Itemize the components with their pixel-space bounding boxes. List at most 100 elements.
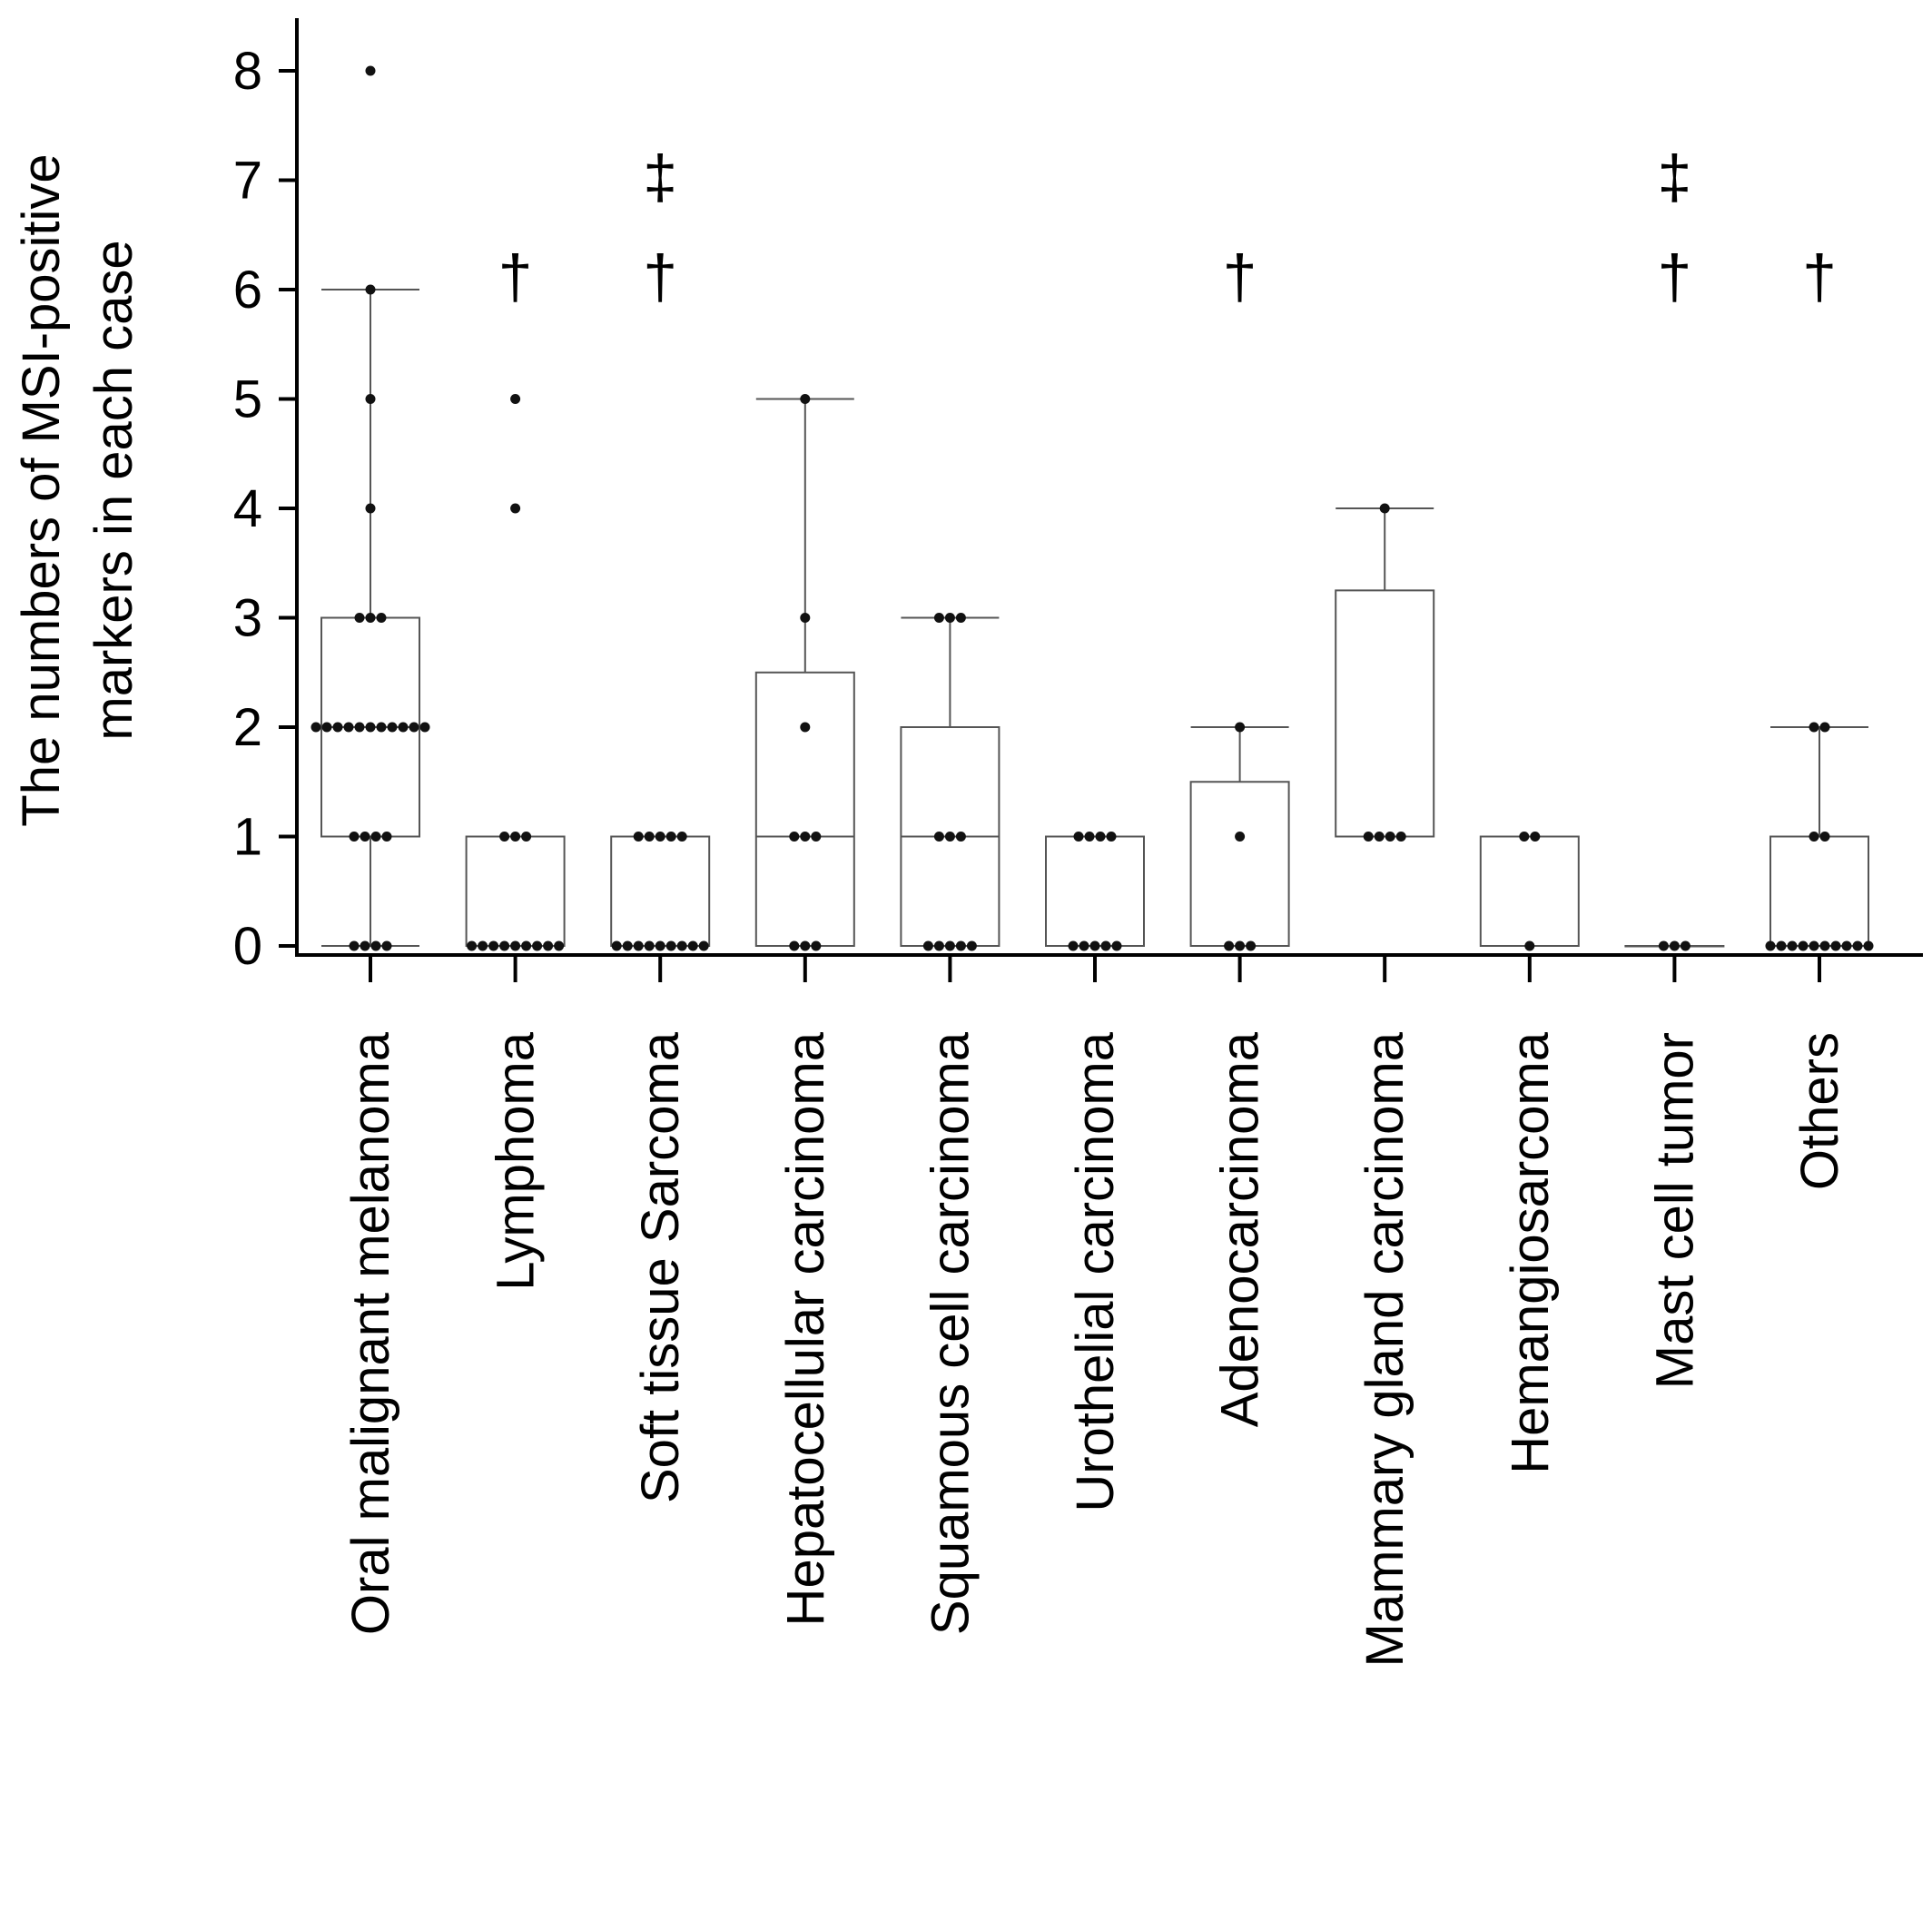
category-label: Hemangiosarcoma [1501,1031,1560,1474]
data-point [655,940,665,951]
y-tick-label: 7 [233,152,262,211]
data-point [1073,832,1084,842]
boxes [320,289,1869,948]
data-point [676,832,687,842]
box-iqr [1189,781,1290,947]
data-point [370,940,381,951]
category-label: Urothelial carcinoma [1066,1031,1125,1511]
data-point [381,832,392,842]
category-label: Oral malignant melanoma [341,1031,400,1635]
data-point [467,940,478,951]
significance-markers: † † ‡ † † ‡ † [498,143,1837,311]
data-point [955,940,966,951]
box-8 [1479,835,1580,947]
data-point [360,940,370,951]
data-point [622,940,633,951]
dagger-marker: † [1657,242,1691,311]
data-point [488,940,499,951]
data-point [789,940,800,951]
data-point [955,832,966,842]
dagger-marker: † [1802,242,1837,311]
data-point [966,940,977,951]
data-point [1095,832,1106,842]
data-point [1798,940,1809,951]
data-point [521,940,532,951]
data-point [1841,940,1852,951]
data-point [1100,940,1111,951]
data-point [499,832,510,842]
data-point [1819,722,1830,733]
data-point [321,722,332,733]
box-iqr [1335,589,1435,838]
data-point [676,940,687,951]
data-point [1068,940,1079,951]
data-point [687,940,698,951]
double-dagger-marker: ‡ [1657,143,1691,212]
category-label: Lymphoma [487,1031,546,1291]
category-label: Others [1790,1032,1849,1190]
y-axis-title-line: The numbers of MSI-positive [12,153,71,826]
y-tick-label: 1 [233,808,262,867]
box-iqr [610,835,711,947]
y-axis-title-line: markers in each case [84,240,143,740]
data-point [510,940,521,951]
box-1 [465,835,566,947]
data-point [933,832,944,842]
data-points [310,65,1874,951]
box-iqr [1769,835,1869,947]
data-point [1852,940,1863,951]
data-point [409,722,419,733]
data-point [922,940,933,951]
data-point [365,613,376,623]
data-point [1669,940,1680,951]
data-point [1524,940,1535,951]
data-point [310,722,321,733]
y-tick-label: 0 [233,917,262,976]
dagger-marker: † [1223,242,1257,311]
data-point [1235,832,1246,842]
data-point [349,940,360,951]
data-point [376,722,387,733]
data-point [419,722,430,733]
data-point [665,940,676,951]
data-point [665,832,676,842]
y-axis-label: The numbers of MSI-positive markers in ea… [12,153,143,826]
data-point [1363,832,1374,842]
data-point [554,940,565,951]
data-point [376,613,387,623]
data-point [532,940,543,951]
category-label: Mast cell tumor [1645,1032,1704,1389]
box-10 [1769,726,1869,947]
data-point [1765,940,1776,951]
data-point [611,940,622,951]
data-point [644,940,655,951]
data-point [811,940,822,951]
box-iqr [465,835,566,947]
data-point [510,503,521,514]
category-label: Soft tissue Sarcoma [631,1031,690,1503]
data-point [933,613,944,623]
dagger-marker: † [498,242,533,311]
box-5 [1045,835,1145,947]
box-2 [610,835,711,947]
data-point [398,722,409,733]
data-point [800,940,811,951]
data-point [789,832,800,842]
category-label: Hepatocellular carcinoma [776,1031,835,1626]
data-point [1235,722,1246,733]
data-point [1809,832,1819,842]
data-point [354,722,365,733]
data-point [1224,940,1235,951]
data-point [510,832,521,842]
data-point [811,832,822,842]
data-point [349,832,360,842]
data-point [1379,503,1390,514]
data-point [1658,940,1669,951]
data-point [633,832,644,842]
data-point [510,394,521,404]
data-point [1084,832,1095,842]
data-point [1385,832,1395,842]
data-point [1863,940,1874,951]
data-point [1530,832,1541,842]
data-point [381,940,392,951]
